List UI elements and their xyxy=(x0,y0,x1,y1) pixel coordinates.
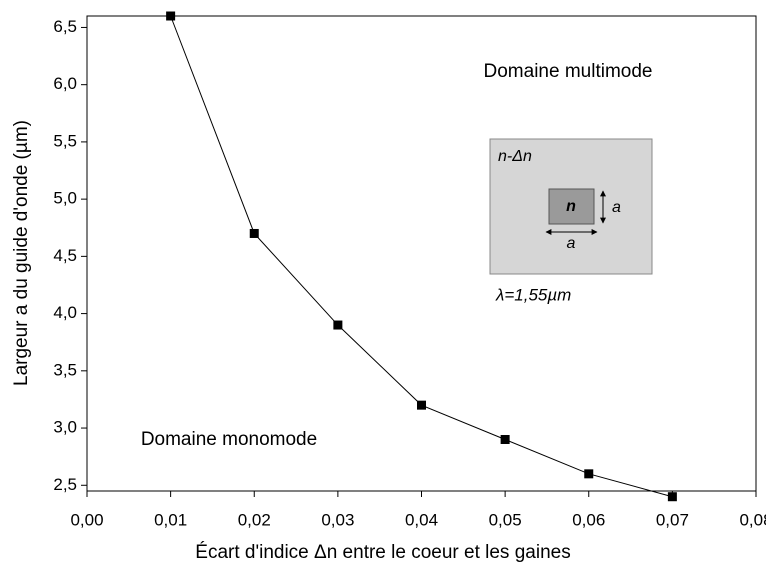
x-tick-label: 0,06 xyxy=(572,510,605,529)
height-label: a xyxy=(612,199,621,216)
x-tick-label: 0,02 xyxy=(238,510,271,529)
y-tick-label: 4,5 xyxy=(53,246,77,265)
x-tick-label: 0,05 xyxy=(489,510,522,529)
data-point xyxy=(584,469,594,479)
y-tick-label: 4,0 xyxy=(53,303,77,322)
data-point xyxy=(166,11,176,21)
annotation: Domaine multimode xyxy=(484,61,653,82)
x-tick-label: 0,01 xyxy=(154,510,187,529)
core-label: n xyxy=(566,198,576,215)
y-tick-label: 6,5 xyxy=(53,17,77,36)
x-tick-label: 0,03 xyxy=(321,510,354,529)
x-axis-label: Écart d'indice Δn entre le coeur et les … xyxy=(195,542,570,563)
plot-frame xyxy=(86,15,757,492)
data-point xyxy=(500,434,510,444)
y-tick-label: 5,5 xyxy=(53,131,77,150)
x-tick-label: 0,08 xyxy=(739,510,766,529)
data-point xyxy=(667,492,677,502)
y-axis-label: Largeur a du guide d'onde (µm) xyxy=(11,120,32,386)
width-label: a xyxy=(567,235,576,252)
inset: n-Δn n a a λ=1,55µm xyxy=(489,138,653,304)
wavelength-label: λ=1,55µm xyxy=(495,285,571,304)
cladding-label: n-Δn xyxy=(498,148,532,165)
data-point xyxy=(333,320,343,330)
y-tick-label: 5,0 xyxy=(53,189,77,208)
x-tick-label: 0,07 xyxy=(656,510,689,529)
data-point xyxy=(417,400,426,410)
x-tick-label: 0,04 xyxy=(405,510,438,529)
y-tick-label: 2,5 xyxy=(53,475,77,494)
y-tick-label: 3,0 xyxy=(53,418,77,437)
data-point xyxy=(249,228,259,238)
core xyxy=(548,188,595,225)
x-tick-label: 0,00 xyxy=(70,510,103,529)
y-tick-label: 6,0 xyxy=(53,74,77,93)
annotation: Domaine monomode xyxy=(141,429,317,450)
y-tick-label: 3,5 xyxy=(53,360,77,379)
